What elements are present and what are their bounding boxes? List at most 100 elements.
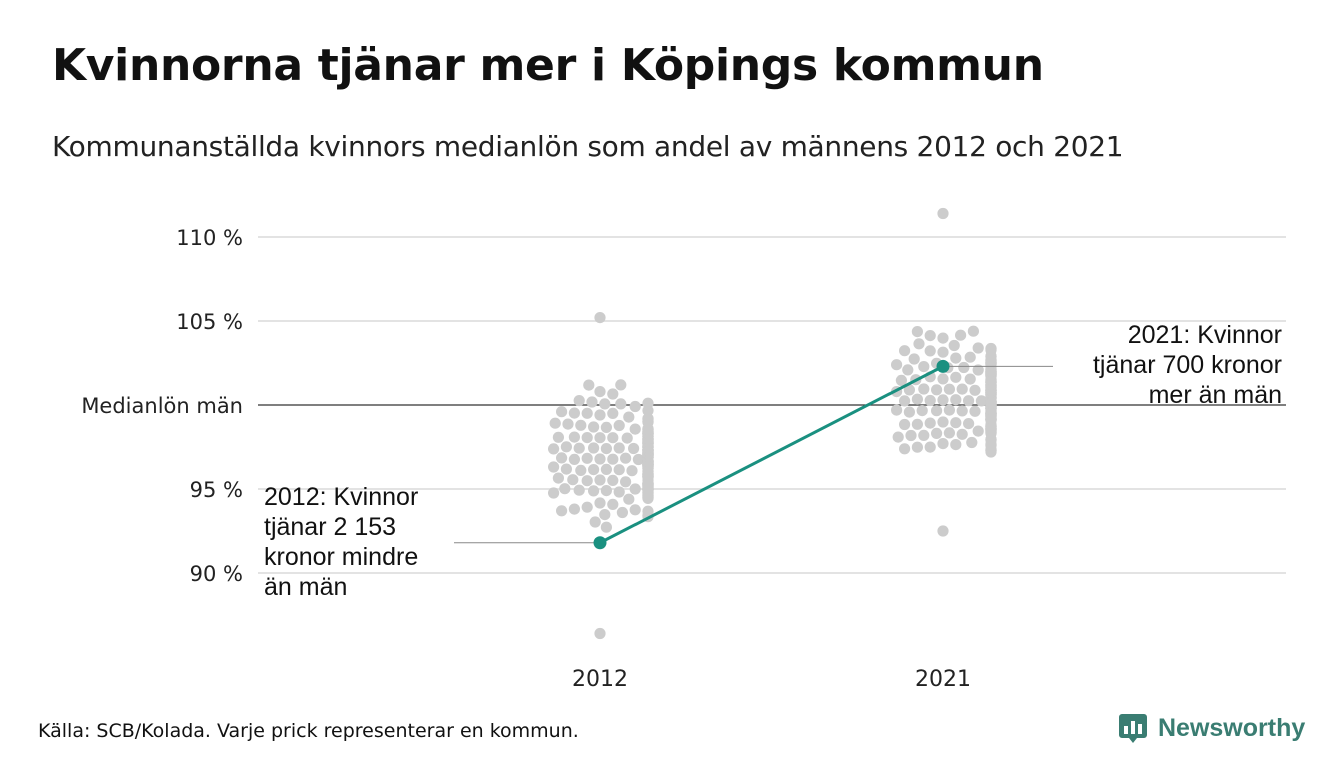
municipality-dot (581, 475, 593, 487)
municipality-dot (600, 521, 613, 533)
x-tick-label: 2021 (915, 667, 971, 692)
municipality-dots (548, 207, 997, 640)
municipality-dot (892, 431, 904, 443)
municipality-dot (950, 371, 962, 383)
municipality-dot (628, 442, 640, 455)
municipality-dot (899, 345, 911, 357)
municipality-dot (969, 384, 981, 396)
municipality-dot (895, 374, 908, 386)
municipality-dot (623, 493, 635, 505)
municipality-dot (616, 506, 629, 519)
municipality-dot (620, 476, 632, 488)
municipality-dot (568, 503, 581, 515)
municipality-dot (969, 405, 981, 417)
municipality-dot (985, 342, 997, 355)
municipality-dot (620, 452, 632, 464)
municipality-dot (559, 483, 571, 495)
annotation-2021-line: 2021: Kvinnor (1127, 321, 1282, 349)
municipality-dot (556, 505, 568, 517)
x-axis-labels: 2012 2021 (572, 667, 971, 692)
municipality-dot (924, 394, 936, 407)
municipality-dot (911, 441, 924, 453)
municipality-dot (950, 352, 962, 364)
municipality-dot (556, 406, 568, 418)
municipality-dot (581, 452, 593, 464)
municipality-dot (600, 485, 613, 497)
municipality-dot (607, 453, 619, 465)
annotation-2021-line: tjänar 700 kronor (1092, 351, 1282, 379)
municipality-dot (568, 453, 581, 465)
beeswarm-chart: 110 % 105 % Medianlön män 95 % 90 % 2012 2021 (81, 207, 1286, 692)
annotation-2012-line: tjänar 2 153 (264, 513, 397, 541)
highlight-point (936, 359, 950, 373)
municipality-dot (594, 627, 606, 640)
municipality-dot (937, 332, 949, 344)
municipality-dot (903, 406, 916, 418)
municipality-dot (626, 465, 638, 477)
municipality-dot (629, 504, 641, 516)
municipality-dot (937, 373, 949, 385)
annotation-2012-line: kronor mindre (264, 543, 419, 571)
municipality-dot (607, 388, 619, 400)
municipality-dot (972, 364, 984, 376)
municipality-dot (560, 463, 573, 475)
municipality-dot (924, 330, 936, 342)
municipality-dot (899, 395, 911, 407)
municipality-dot (642, 492, 654, 504)
municipality-dot (911, 393, 924, 405)
municipality-dot (931, 384, 943, 396)
municipality-dot (924, 441, 936, 453)
municipality-dot (600, 463, 613, 475)
municipality-dot (937, 438, 949, 450)
municipality-dot (902, 364, 914, 376)
municipality-dot (568, 407, 581, 419)
brand-name: Newsworthy (1158, 713, 1306, 742)
municipality-dot (918, 383, 930, 395)
municipality-dot (964, 373, 976, 385)
municipality-dot (552, 431, 565, 443)
municipality-dot (972, 425, 984, 437)
municipality-dot (613, 442, 625, 454)
y-tick-label: 90 % (190, 562, 243, 586)
municipality-dot (621, 432, 633, 444)
municipality-dot (613, 486, 625, 498)
municipality-dot (985, 446, 997, 458)
municipality-dot (567, 474, 579, 486)
source-note: Källa: SCB/Kolada. Varje prick represent… (38, 720, 579, 742)
municipality-dot (549, 417, 561, 429)
municipality-dot (600, 421, 613, 433)
municipality-dot (950, 439, 962, 451)
municipality-dot (607, 474, 619, 486)
municipality-dot (573, 395, 585, 407)
municipality-dot (560, 441, 573, 453)
municipality-dot (931, 405, 943, 417)
municipality-dot (573, 442, 585, 454)
municipality-dot (958, 361, 970, 374)
municipality-dot (948, 339, 960, 352)
municipality-dot (937, 346, 949, 358)
municipality-dot (911, 326, 924, 338)
municipality-dot (950, 394, 962, 406)
municipality-dot (924, 417, 936, 429)
municipality-dot (629, 423, 641, 435)
municipality-dot (943, 427, 956, 439)
municipality-dot (607, 432, 619, 444)
highlight-line (599, 365, 944, 545)
municipality-dot (548, 461, 560, 473)
municipality-dot (588, 442, 600, 454)
municipality-dot (581, 501, 593, 513)
municipality-dot (955, 329, 967, 341)
municipality-dot (588, 464, 600, 476)
municipality-dot (623, 411, 635, 423)
municipality-dot (964, 351, 976, 363)
municipality-dot (931, 427, 943, 439)
municipality-dot (937, 207, 949, 220)
municipality-dot (913, 338, 925, 350)
municipality-dot (899, 443, 911, 455)
y-tick-label: 105 % (176, 310, 243, 334)
annotation-2012-line: 2012: Kvinnor (264, 483, 419, 511)
municipality-dot (905, 429, 917, 442)
municipality-dot (956, 383, 968, 395)
municipality-dot (607, 498, 619, 510)
y-tick-label: 110 % (176, 226, 243, 250)
